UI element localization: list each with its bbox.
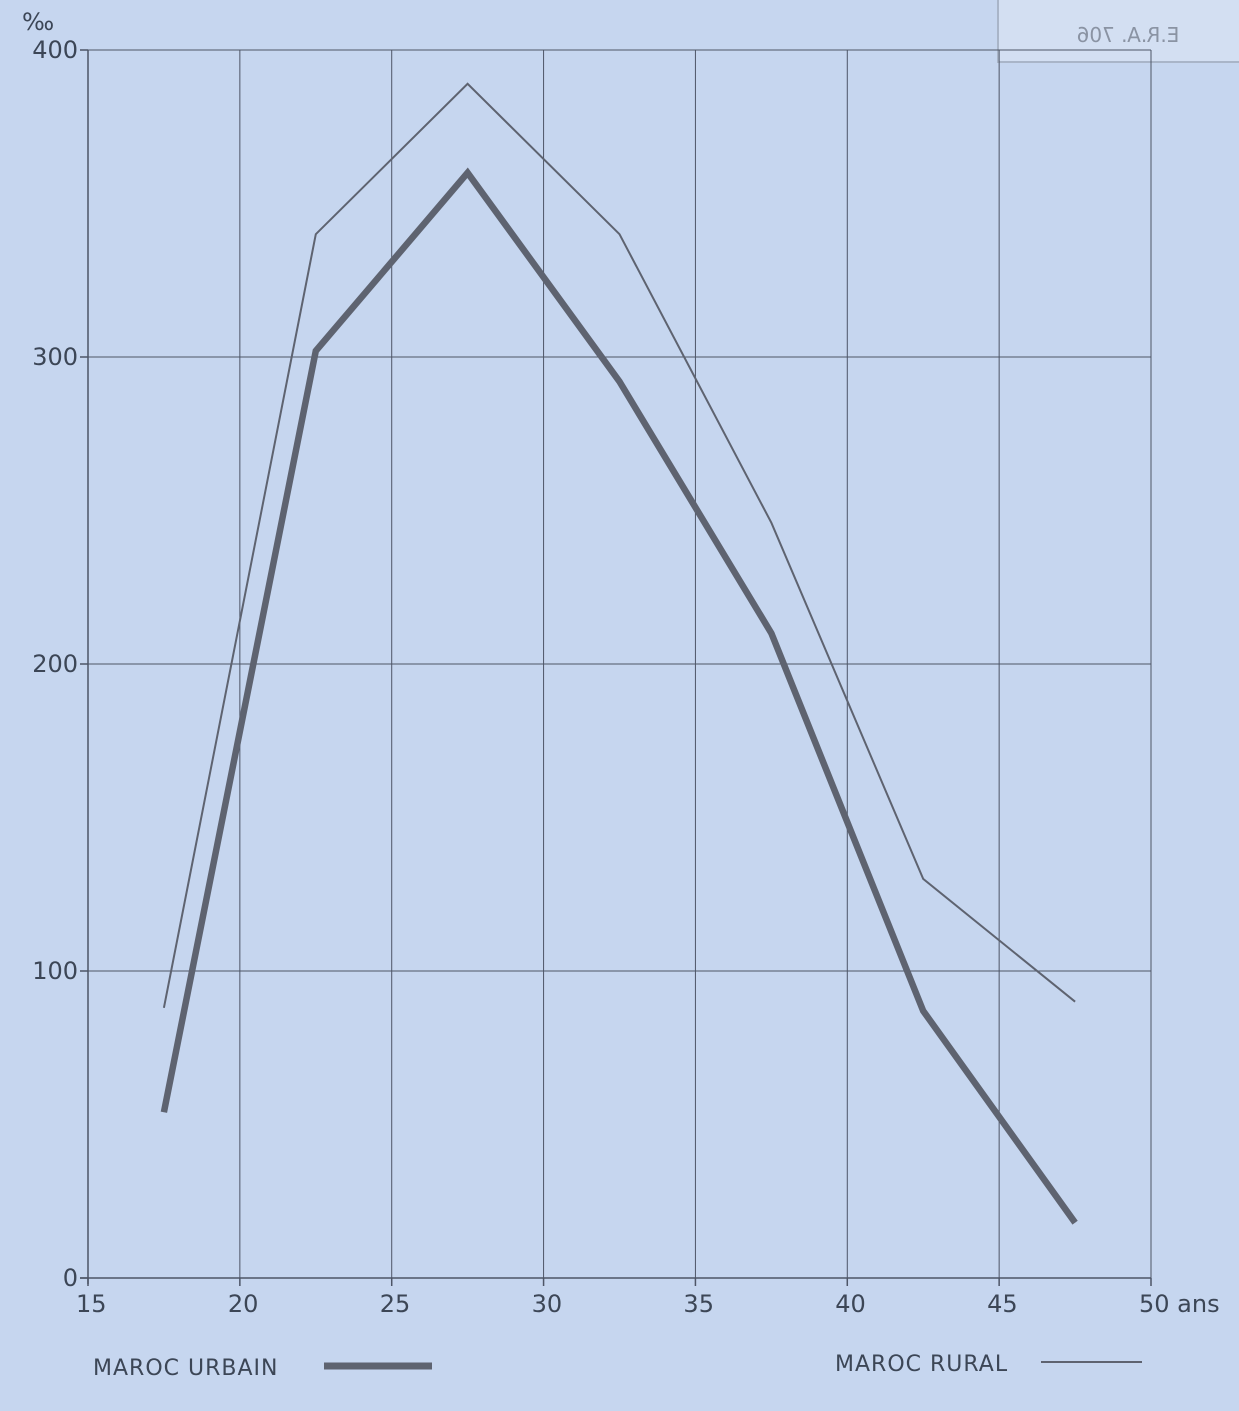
y-tick-label: 0 bbox=[63, 1264, 78, 1292]
y-tick-label: 100 bbox=[32, 957, 78, 985]
x-tick-label: 20 bbox=[228, 1290, 259, 1318]
stamp-text: E.R.A. 706 bbox=[1077, 23, 1180, 47]
x-tick-label: 15 bbox=[76, 1290, 107, 1318]
legend-label-urbain: MAROC URBAIN bbox=[93, 1356, 278, 1381]
y-tick-label: 200 bbox=[32, 650, 78, 678]
legend-item-urbain: MAROC URBAIN bbox=[93, 1356, 432, 1381]
x-tick-label: 35 bbox=[683, 1290, 714, 1318]
chart-legend: MAROC URBAIN MAROC RURAL bbox=[93, 1352, 1142, 1381]
chart-axes: 0 100 200 300 400 15 20 25 30 35 40 45 50 ans bbox=[32, 36, 1219, 1318]
series-line-maroc-rural bbox=[162, 82, 1076, 1008]
x-tick-label: 45 bbox=[987, 1290, 1018, 1318]
y-tick-label: 300 bbox=[32, 343, 78, 371]
legend-item-rural: MAROC RURAL bbox=[835, 1352, 1142, 1377]
x-tick-label: 40 bbox=[835, 1290, 866, 1318]
legend-label-rural: MAROC RURAL bbox=[835, 1352, 1008, 1377]
x-tick-label: 25 bbox=[380, 1290, 411, 1318]
chart-series bbox=[160, 82, 1078, 1225]
y-unit-label: ‰ bbox=[22, 8, 54, 36]
chart-grid bbox=[88, 49, 1152, 1278]
y-tick-label: 400 bbox=[32, 36, 78, 64]
series-line-maroc-urbain bbox=[160, 167, 1078, 1225]
x-tick-label: 30 bbox=[532, 1290, 563, 1318]
archive-stamp: E.R.A. 706 bbox=[997, 0, 1239, 63]
x-tick-label: 50 ans bbox=[1139, 1290, 1220, 1318]
